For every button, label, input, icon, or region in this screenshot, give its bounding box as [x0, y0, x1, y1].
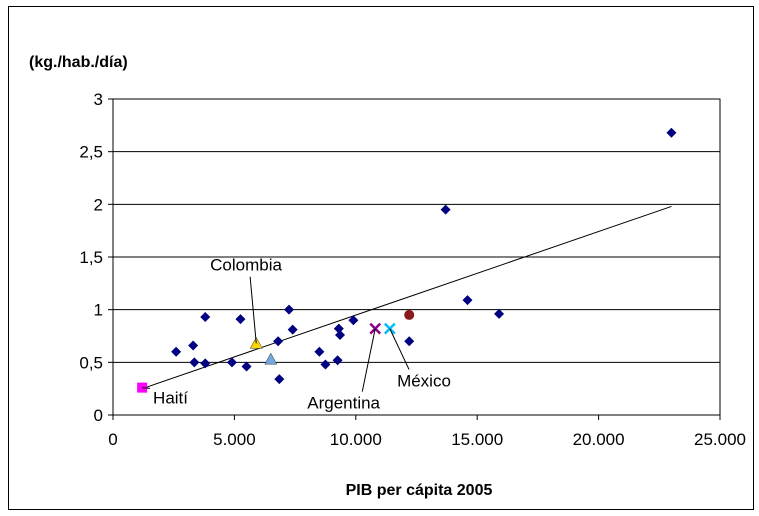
tick-labels: 0 0,5 1 1,5 2 2,5 3 0 5.000 10.000 15.000 20.000 25.…: [79, 90, 746, 449]
grid-lines: [108, 98, 721, 420]
chart-frame: (kg./hab./día) PIB per cápita 2005 Haití…: [8, 6, 754, 510]
data-point-1: [188, 340, 199, 351]
y-tick-label-4: 2: [94, 195, 103, 214]
annotations: Haití Colombia Argentina México: [142, 256, 451, 413]
y-tick-label-0: 0: [94, 406, 103, 425]
highlight-point-5: [404, 309, 415, 320]
x-tick-label-0: 0: [108, 430, 117, 449]
data-point-22: [666, 127, 677, 138]
annotation-leader-hait-: [142, 387, 151, 389]
y-axis-title: (kg./hab./día): [29, 54, 128, 71]
highlight-point-2: [264, 352, 278, 365]
data-point-18: [404, 336, 415, 347]
data-point-10: [284, 304, 295, 315]
x-tick-label-4: 20.000: [573, 430, 625, 449]
data-point-20: [462, 295, 473, 306]
data-point-8: [273, 336, 284, 347]
trendline: [141, 205, 672, 390]
data-point-4: [200, 358, 211, 369]
y-tick-label-2: 1: [94, 301, 103, 320]
x-tick-label-3: 15.000: [451, 430, 503, 449]
y-tick-label-5: 2,5: [79, 143, 103, 162]
y-tick-label-3: 1,5: [79, 248, 103, 267]
data-point-7: [241, 361, 252, 372]
x-axis-title: PIB per cápita 2005: [346, 482, 493, 499]
data-point-5: [226, 357, 237, 368]
annotation-label-colombia: Colombia: [210, 256, 282, 275]
data-point-13: [320, 359, 331, 370]
annotation-leader-colombia: [249, 276, 257, 344]
data-point-17: [348, 315, 359, 326]
data-point-14: [332, 355, 343, 366]
data-point-15: [333, 323, 344, 334]
annotation-leader-argentina: [361, 328, 376, 392]
y-tick-label-1: 0,5: [79, 353, 103, 372]
y-tick-label-6: 3: [94, 90, 103, 109]
data-point-16: [335, 329, 346, 340]
annotation-label-argentina: Argentina: [307, 394, 380, 413]
data-point-19: [440, 204, 451, 215]
annotation-label-hait-: Haití: [153, 388, 188, 407]
x-tick-label-1: 5.000: [213, 430, 256, 449]
data-point-2: [189, 357, 200, 368]
data-point-9: [274, 374, 285, 385]
data-point-6: [235, 314, 246, 325]
data-points: [171, 127, 677, 385]
data-point-12: [314, 346, 325, 357]
data-point-0: [171, 346, 182, 357]
data-point-11: [287, 324, 298, 335]
plot-area-border: [112, 98, 721, 416]
data-point-21: [494, 308, 505, 319]
x-tick-label-5: 25.000: [694, 430, 746, 449]
trendline-group: [141, 205, 672, 390]
annotation-label-m-xico: México: [397, 372, 451, 391]
scatter-chart: (kg./hab./día) PIB per cápita 2005 Haití…: [29, 54, 746, 499]
annotation-leader-m-xico: [389, 328, 410, 370]
data-point-3: [200, 312, 211, 323]
x-tick-label-2: 10.000: [330, 430, 382, 449]
